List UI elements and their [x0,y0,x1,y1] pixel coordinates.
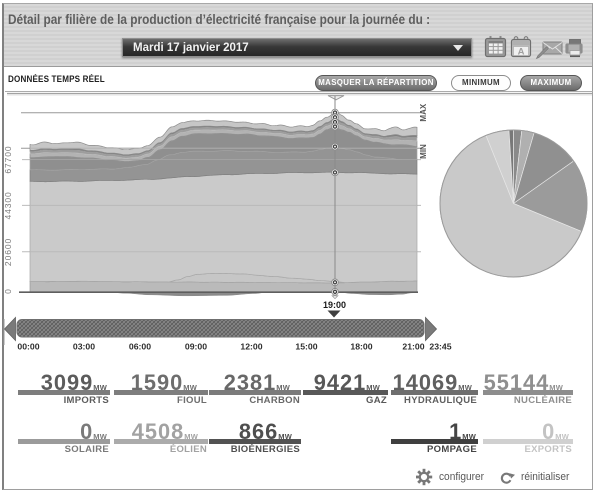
svg-text:06:00: 06:00 [129,342,151,352]
svg-text:A: A [518,47,525,58]
svg-text:03:00: 03:00 [73,342,95,352]
svg-text:21:00: 21:00 [402,342,424,352]
svg-text:44300: 44300 [3,191,13,219]
svg-text:19:00: 19:00 [323,300,346,310]
svg-text:MAX: MAX [419,103,428,121]
svg-text:00:00: 00:00 [17,342,39,352]
svg-text:23:45: 23:45 [429,342,451,352]
svg-text:67700: 67700 [3,146,13,174]
svg-text:12:00: 12:00 [240,342,262,352]
svg-text:20600: 20600 [3,238,13,266]
svg-text:MIN: MIN [419,144,428,159]
svg-text:15:00: 15:00 [295,342,317,352]
svg-text:09:00: 09:00 [185,342,207,352]
svg-text:18:00: 18:00 [350,342,372,352]
svg-text:0: 0 [3,289,13,294]
